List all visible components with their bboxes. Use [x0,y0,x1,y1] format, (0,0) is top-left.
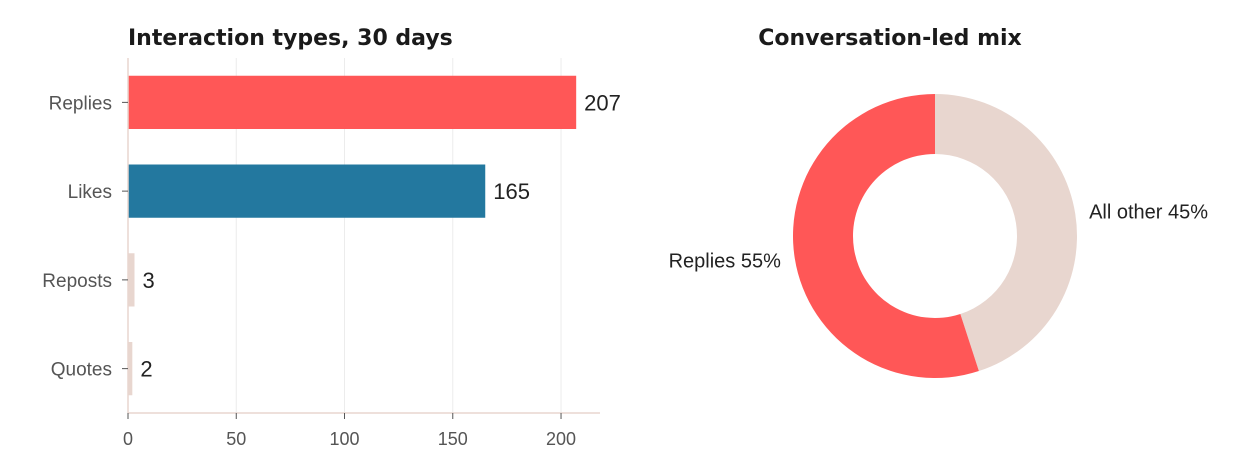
category-label: Likes [68,182,112,203]
bar-value-labels: 207 165 3 2 [140,90,621,381]
category-label: Replies [49,93,112,114]
bar-x-ticks: 0 50 100 150 200 [123,413,576,449]
category-label: Quotes [51,360,112,381]
donut-chart-title: Conversation-led mix [758,26,1021,51]
category-label: Reposts [42,271,112,292]
x-tick-label: 200 [546,429,576,449]
value-label: 2 [140,357,152,382]
bar-replies [128,75,577,129]
donut-slice [793,94,979,378]
bar-chart-title: Interaction types, 30 days [128,26,453,51]
x-tick-label: 0 [123,429,133,449]
bar-reposts [128,253,135,307]
donut-slice [935,94,1077,372]
donut-slice-label: All other 45% [1089,202,1208,224]
bar-category-labels: Replies Likes Reposts Quotes [42,93,128,381]
bar-likes [128,164,486,218]
value-label: 165 [493,179,530,204]
value-label: 3 [142,268,154,293]
bar-chart: Interaction types, 30 days 0 50 100 150 200 … [42,26,621,449]
x-tick-label: 50 [226,429,246,449]
donut-slice-label: Replies 55% [669,250,782,272]
value-label: 207 [584,90,621,115]
donut-slices [793,94,1077,378]
donut-slice-labels: All other 45% Replies 55% [669,202,1209,273]
donut-chart: Conversation-led mix All other 45% Replie… [669,26,1209,378]
bar-series [128,75,577,396]
x-tick-label: 150 [438,429,468,449]
x-tick-label: 100 [329,429,359,449]
bar-quotes [128,342,133,396]
